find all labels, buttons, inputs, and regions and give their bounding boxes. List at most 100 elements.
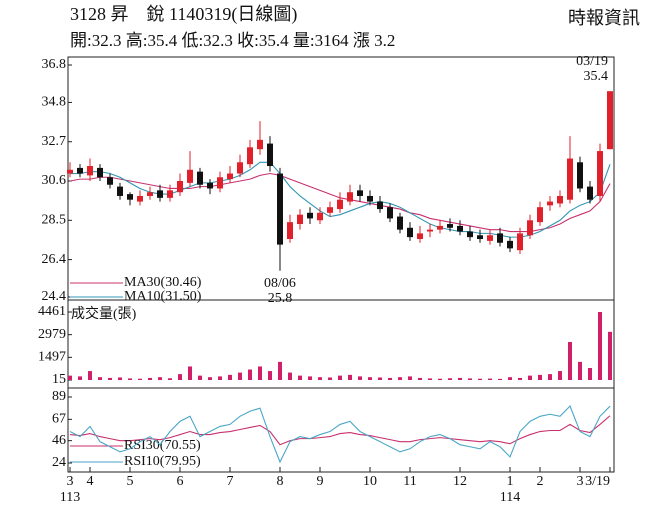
candle-body (417, 233, 423, 239)
x-tick-label: 10 (363, 474, 377, 489)
volume-bar (608, 331, 612, 380)
candle-body (267, 143, 273, 167)
volume-bar (348, 374, 352, 380)
candle-body (307, 212, 313, 219)
y-tick-label: 24.4 (42, 289, 67, 304)
candle-body (447, 224, 453, 228)
candle-body (607, 91, 613, 150)
volume-bar (388, 377, 392, 380)
candle-body (557, 195, 563, 204)
volume-bar (258, 366, 262, 380)
source: 時報資訊 (568, 8, 640, 28)
volume-bar (308, 376, 312, 380)
volume-bar (138, 378, 142, 380)
volume-bar (248, 369, 252, 380)
candle-body (117, 186, 123, 196)
volume-bar (468, 378, 472, 380)
legend-label: MA10(31.50) (124, 289, 202, 304)
candle-body (197, 171, 203, 185)
candle-body (97, 167, 103, 178)
y-tick-label: 30.6 (42, 173, 67, 188)
x-tick-label: 11 (403, 474, 416, 489)
annotation-date: 03/19 (576, 54, 608, 69)
x-tick-label: 3 (577, 474, 584, 489)
volume-bar (578, 361, 582, 380)
candle-body (487, 235, 493, 241)
x-tick-label: 1 (507, 474, 514, 489)
y-tick-label: 24 (52, 455, 66, 470)
y-tick-label: 34.8 (42, 95, 67, 110)
candle-body (377, 201, 383, 210)
volume-bar (158, 377, 162, 380)
rsi-line (69, 415, 611, 446)
volume-bar (128, 378, 132, 380)
volume-bar (78, 376, 82, 380)
volume-bar (408, 376, 412, 380)
volume-bar (118, 377, 122, 380)
volume-bar (188, 366, 192, 380)
quote: 開:32.3 高:35.4 低:32.3 收:35.4 量:3164 漲 3.2 (70, 31, 395, 50)
volume-panel (67, 299, 615, 389)
y-tick-label: 46 (52, 433, 66, 448)
volume-bar (538, 374, 542, 380)
volume-bar (238, 372, 242, 380)
candle-body (217, 177, 223, 189)
candle-body (67, 169, 73, 174)
chart-title: 3128 昇 銳 1140319(日線圖) (70, 4, 297, 25)
candle-body (467, 231, 473, 238)
legend-label: RSI30(70.55) (124, 438, 201, 453)
candle-body (167, 190, 173, 198)
x-year-label: 113 (60, 490, 80, 505)
volume-bar (148, 377, 152, 380)
annotation-value: 35.4 (584, 69, 609, 84)
annotation-date: 08/06 (264, 276, 296, 291)
y-tick-label: 89 (52, 389, 66, 404)
candle-body (537, 207, 543, 223)
y-tick-label: 2979 (38, 327, 66, 342)
candle-body (137, 195, 143, 202)
candle-body (177, 181, 183, 193)
volume-bar (228, 374, 232, 380)
volume-bar (208, 377, 212, 380)
candle-body (357, 190, 363, 196)
volume-bar (568, 341, 572, 380)
volume-bar (398, 377, 402, 380)
volume-bar (278, 361, 282, 380)
y-tick-label: 67 (52, 412, 66, 427)
volume-bar (478, 378, 482, 380)
candle-body (237, 162, 243, 174)
x-tick-label: 12 (453, 474, 467, 489)
x-tick-label: 2 (537, 474, 544, 489)
volume-bar (598, 312, 602, 380)
price-panel (67, 56, 615, 301)
candle-body (517, 233, 523, 251)
candle-body (497, 233, 503, 243)
y-tick-label: 32.7 (42, 134, 67, 149)
candle-body (367, 195, 373, 202)
y-tick-label: 36.8 (42, 57, 67, 72)
candle-body (437, 225, 443, 230)
candle-body (527, 220, 533, 236)
candle-body (247, 147, 253, 165)
candle-body (297, 214, 303, 225)
volume-bar (548, 374, 552, 380)
x-year-label: 114 (500, 490, 520, 505)
candle-body (397, 216, 403, 230)
candle-body (157, 190, 163, 198)
candle-body (257, 139, 263, 150)
volume-bar (528, 375, 532, 380)
x-tick-label: 4 (87, 474, 94, 489)
y-tick-label: 28.5 (42, 213, 67, 228)
candle-body (317, 212, 323, 221)
candle-body (427, 229, 433, 232)
volume-bar (318, 377, 322, 380)
rsi-panel (67, 387, 615, 473)
candle-body (457, 225, 463, 232)
candle-body (387, 207, 393, 219)
volume-bar (558, 371, 562, 380)
volume-bar (498, 378, 502, 380)
candle-body (207, 182, 213, 189)
volume-bar (368, 377, 372, 380)
candle-body (477, 235, 483, 239)
